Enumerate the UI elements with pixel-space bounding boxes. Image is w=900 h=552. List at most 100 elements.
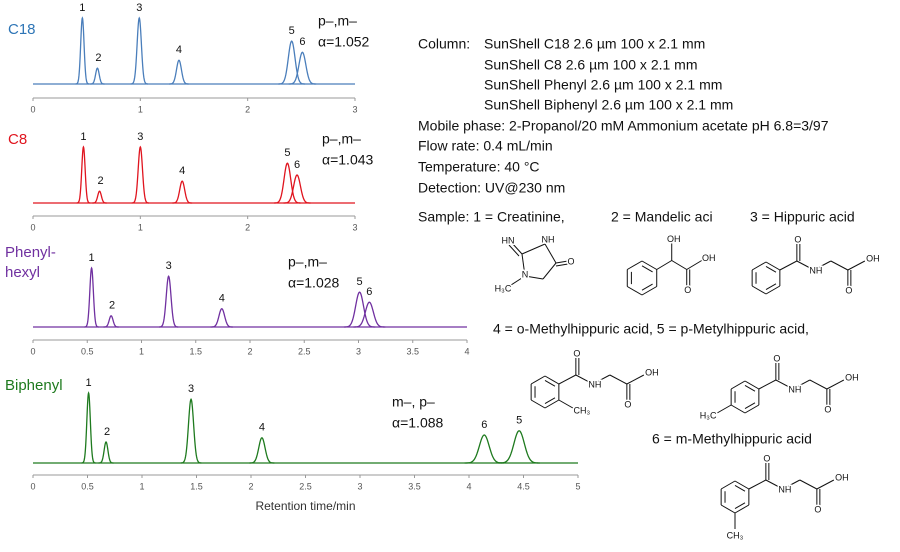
bond [627, 286, 643, 296]
bond [720, 504, 736, 514]
x-tick-label: 3 [357, 481, 362, 491]
x-tick-label: 3.5 [406, 346, 419, 356]
peak-label: 5 [289, 25, 295, 37]
bond [558, 374, 577, 385]
atom-label: NH [778, 484, 791, 494]
peak [180, 398, 202, 464]
peak-label: 6 [366, 286, 372, 298]
atom-label: O [773, 353, 780, 363]
bond [609, 374, 628, 385]
bond [751, 285, 767, 295]
peak-label: 2 [109, 300, 115, 312]
bond [626, 374, 645, 385]
atom-label: O [763, 453, 770, 463]
peak-label: 2 [97, 175, 103, 187]
atom-label: O [845, 285, 852, 295]
annotation: α=1.052 [318, 34, 370, 50]
bond [508, 244, 520, 257]
chart-title-line: hexyl [5, 264, 40, 281]
atom-label: CH₃ [574, 405, 591, 415]
atom-label: NH [542, 234, 555, 244]
x-tick-label: 3 [352, 104, 357, 114]
bond [744, 402, 756, 409]
bond [816, 479, 835, 490]
peak [92, 190, 107, 204]
bond [765, 261, 781, 271]
sample: Sample: 1 = Creatinine, [418, 209, 565, 225]
bond [716, 404, 732, 414]
bond [799, 479, 818, 490]
peak-label: 6 [299, 36, 305, 48]
peak [75, 16, 90, 85]
bond [656, 260, 672, 270]
peak [90, 67, 105, 85]
bond [544, 399, 560, 409]
peak-label: 6 [294, 159, 300, 171]
bond [782, 479, 801, 490]
x-tick-label: 3 [356, 346, 361, 356]
peak-label: 2 [104, 426, 110, 438]
bond [847, 260, 866, 271]
peak-label: 5 [284, 147, 290, 159]
peak-label: 3 [137, 131, 143, 143]
x-tick-label: 3 [352, 222, 357, 232]
sample: 4 = o-Methylhippuric acid, 5 = p-Metylhi… [493, 321, 809, 337]
bond [521, 243, 546, 255]
atom-label: H₃C [495, 283, 512, 293]
atom-label: NH [788, 384, 801, 394]
atom-label: OH [845, 372, 859, 382]
bond [796, 260, 815, 271]
x-tick-label: 5 [575, 481, 580, 491]
peak-label: 4 [259, 422, 265, 434]
bond [544, 397, 556, 404]
peak [130, 16, 148, 85]
atom-label: N [522, 269, 529, 279]
peak [283, 174, 311, 204]
peak [76, 145, 91, 204]
atom-label: O [567, 256, 574, 266]
bond [524, 275, 544, 280]
peak-label: 1 [89, 252, 95, 264]
bond [542, 262, 557, 280]
bond [734, 502, 746, 509]
atom-label: O [573, 348, 580, 358]
peak [249, 437, 275, 464]
atom-label: O [684, 285, 691, 295]
bond [530, 399, 546, 409]
bond [592, 374, 611, 385]
x-tick-label: 2 [247, 346, 252, 356]
x-tick-label: 1.5 [190, 481, 203, 491]
x-tick-label: 1 [139, 346, 144, 356]
peak-label: 4 [176, 44, 182, 56]
annotation: m–, p– [392, 394, 435, 410]
peak [278, 40, 306, 85]
bond [555, 260, 569, 264]
bond [555, 263, 569, 267]
peak-label: 5 [357, 276, 363, 288]
peak [274, 162, 301, 204]
x-tick-label: 2.5 [299, 481, 312, 491]
atom-label: OH [645, 367, 659, 377]
peak [84, 266, 99, 328]
peak [210, 308, 234, 328]
atom-label: OH [702, 253, 716, 263]
bond [734, 504, 750, 514]
peak [159, 275, 179, 328]
peak-label: 1 [80, 131, 86, 143]
bond [641, 283, 653, 291]
bond [544, 375, 560, 385]
bond [765, 283, 777, 290]
atom-label: H₃C [700, 410, 717, 420]
annotation: p–,m– [318, 13, 357, 29]
bond [751, 261, 767, 271]
atom-label: NH [588, 379, 601, 389]
bond [826, 379, 845, 390]
column: SunShell Phenyl 2.6 µm 100 x 2.1 mm [484, 77, 722, 93]
annotation: α=1.028 [288, 275, 340, 291]
peak-label: 4 [219, 293, 225, 305]
bond [544, 380, 556, 387]
bond [627, 260, 643, 270]
bond [544, 243, 557, 264]
peak-label: 3 [188, 383, 194, 395]
